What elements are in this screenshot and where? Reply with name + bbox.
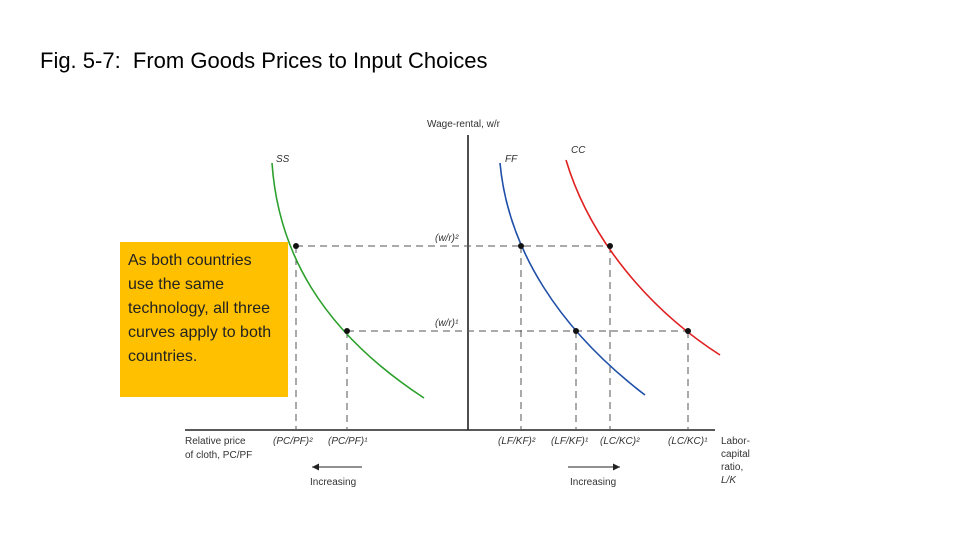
left-axis-label-line2: of cloth, PC/PF <box>185 450 252 461</box>
right-axis-label-line4: L/K <box>721 475 737 486</box>
slide-title: Fig. 5-7: From Goods Prices to Input Cho… <box>40 48 488 73</box>
wage-level-1-label: (w/r)¹ <box>435 318 459 329</box>
lf-kf-2-tick-label: (LF/KF)² <box>498 436 536 447</box>
right-axis-label-line1: Labor- <box>721 436 750 447</box>
ss-curve <box>271 162 425 399</box>
lf-kf-1-tick-label: (LF/KF)¹ <box>551 436 589 447</box>
cc-curve <box>565 159 721 356</box>
right-axis-label-line2: capital <box>721 449 750 460</box>
y-axis-label: Wage-rental, w/r <box>427 119 501 130</box>
ff-point-2 <box>518 243 524 249</box>
pc-pf-2-tick-label: (PC/PF)² <box>273 436 313 447</box>
left-axis-label-line1: Relative price <box>185 436 246 447</box>
ss-point-2 <box>293 243 299 249</box>
left-arrowhead-icon <box>312 463 319 471</box>
ff-curve <box>499 162 646 396</box>
lc-kc-2-tick-label: (LC/KC)² <box>600 436 640 447</box>
lc-kc-1-tick-label: (LC/KC)¹ <box>668 436 708 447</box>
right-axis-label-line3: ratio, <box>721 462 743 473</box>
cc-curve-label: CC <box>571 145 586 156</box>
ss-point-1 <box>344 328 350 334</box>
ss-curve-label: SS <box>276 154 290 165</box>
dashed-guides <box>295 245 689 430</box>
pc-pf-1-tick-label: (PC/PF)¹ <box>328 436 368 447</box>
right-increasing-label: Increasing <box>570 477 616 488</box>
cc-point-2 <box>607 243 613 249</box>
callout-box: As both countries use the same technolog… <box>120 242 288 397</box>
equilibrium-points <box>293 243 691 334</box>
right-arrowhead-icon <box>613 463 620 471</box>
ff-point-1 <box>573 328 579 334</box>
left-increasing-label: Increasing <box>310 477 356 488</box>
wage-level-2-label: (w/r)² <box>435 233 459 244</box>
cc-point-1 <box>685 328 691 334</box>
ff-curve-label: FF <box>505 154 518 165</box>
